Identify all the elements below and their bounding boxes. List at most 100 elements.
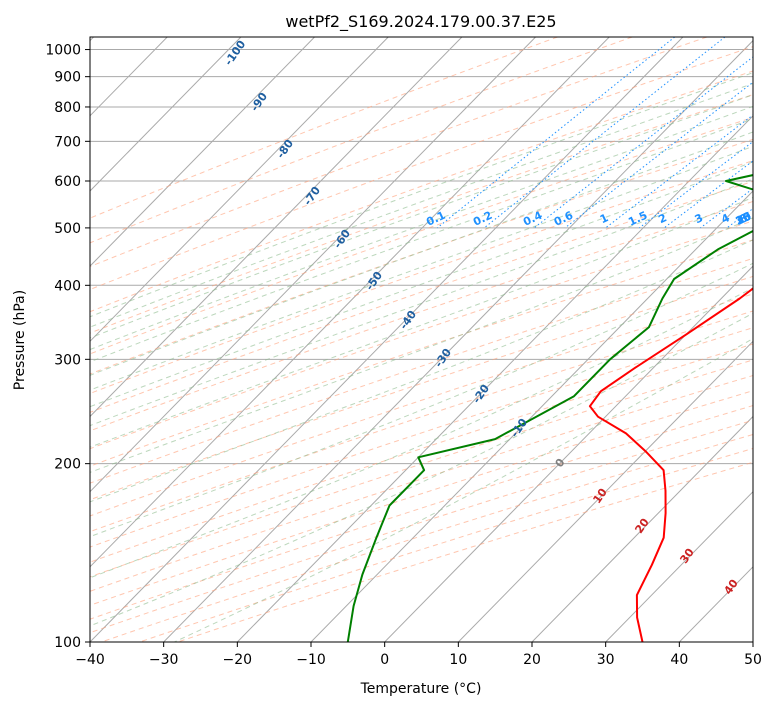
x-tick-label: −20	[223, 652, 253, 668]
series-lines	[346, 174, 753, 642]
moist-adiabat-line	[90, 82, 753, 328]
y-tick-label: 300	[54, 352, 81, 368]
y-tick-label: 600	[54, 174, 81, 190]
mixing-ratio-line	[437, 37, 676, 229]
mixing-ratio-label: 10	[734, 209, 754, 227]
temperature-reference-label: -90	[248, 90, 270, 114]
temperature-reference-label: -80	[274, 137, 296, 161]
mixing-ratio-line	[663, 160, 753, 229]
isotherm-line	[531, 415, 753, 642]
mixing-ratio-label: 2	[656, 211, 668, 226]
x-tick-label: 0	[380, 652, 389, 668]
temperature-reference-label: -40	[397, 308, 419, 332]
isotherm-line	[752, 641, 753, 642]
isotherm-line	[90, 37, 536, 493]
x-tick-label: 30	[597, 652, 615, 668]
temperature-reference-label: -50	[363, 269, 385, 293]
dry-adiabat-line	[90, 257, 753, 484]
dry-adiabat-line	[90, 200, 753, 432]
mixing-ratio-line	[483, 37, 726, 229]
moist-adiabat-line	[90, 239, 753, 503]
moist-adiabat-line	[90, 287, 753, 579]
x-tick-label: 10	[449, 652, 467, 668]
mixing-ratio-line	[533, 56, 753, 229]
isotherm-line	[457, 340, 753, 642]
mixing-ratio-label: 0.4	[521, 209, 544, 229]
dry-adiabat-line	[90, 37, 708, 268]
y-tick-label: 200	[54, 457, 81, 473]
x-tick-label: −30	[149, 652, 179, 668]
y-tick-label: 1000	[45, 43, 81, 59]
dry-adiabat-line	[90, 293, 753, 517]
dry-adiabat-line	[90, 116, 753, 355]
mixing-ratio-line	[564, 81, 753, 229]
moist-adiabat-line	[90, 72, 753, 318]
mixing-ratio-label: 30	[734, 209, 754, 227]
dry-adiabat-line	[90, 180, 753, 413]
x-tick-label: 20	[523, 652, 541, 668]
y-tick-label: 700	[54, 134, 81, 150]
temperature-reference-label: -60	[331, 227, 353, 251]
mixing-ratio-line	[605, 114, 753, 229]
mixing-ratio-label: 25	[734, 210, 753, 228]
moist-adiabat-line	[90, 118, 753, 363]
mixing-ratio-line	[639, 140, 753, 229]
chart-title: wetPf2_S169.2024.179.00.37.E25	[285, 12, 556, 32]
dry-adiabat-line	[90, 359, 753, 578]
moist-adiabat-line	[90, 145, 753, 391]
y-tick-label: 100	[54, 635, 81, 651]
mixing-ratio-label: 36	[734, 209, 754, 227]
mixing-ratio-label: 0.1	[424, 209, 447, 229]
isotherm-line	[384, 265, 753, 642]
moist-adiabat-line	[90, 217, 753, 473]
y-tick-label: 900	[54, 70, 81, 86]
lower-reference-label: 10	[590, 486, 610, 506]
x-axis: −40 −30 −20 −10 0 10 20 30 40 50	[75, 642, 762, 668]
moist-adiabat-line	[90, 312, 753, 627]
lower-reference-label: 30	[677, 546, 697, 566]
mixing-ratio-line	[700, 187, 753, 229]
dry-adiabat-line	[90, 343, 753, 563]
isotherm-line	[163, 39, 753, 642]
moist-adiabat-line	[90, 131, 753, 376]
dewpoint-profile-line	[346, 174, 753, 642]
y-tick-label: 500	[54, 221, 81, 237]
moist-adiabat-line	[90, 196, 753, 448]
mixing-ratio-label: 16	[734, 209, 754, 227]
dry-adiabat-line	[90, 390, 753, 606]
moist-adiabat-line	[90, 161, 753, 408]
mixing-ratio-label: 13	[734, 210, 753, 228]
dry-adiabat-line	[101, 433, 753, 642]
dry-adiabat-line	[90, 94, 753, 334]
x-tick-label: −10	[296, 652, 326, 668]
moist-adiabat-line	[90, 105, 753, 351]
dry-adiabat-line	[90, 37, 558, 219]
moist-adiabat-line	[174, 338, 753, 642]
mixing-ratio-label: 1.5	[626, 209, 649, 229]
temperature-reference-label: -70	[301, 184, 323, 208]
isotherm-line	[236, 115, 753, 642]
mixing-ratio-label: 1	[598, 211, 610, 226]
isotherm-line	[90, 37, 242, 192]
mixing-ratio-label: 20	[734, 209, 754, 227]
y-axis-label: Pressure (hPa)	[12, 290, 28, 390]
isotherm-line	[605, 490, 753, 642]
y-tick-label: 800	[54, 100, 81, 116]
x-tick-label: 40	[670, 652, 688, 668]
lower-reference-label: 40	[721, 577, 741, 597]
mixing-ratio-label: 3	[693, 211, 705, 226]
x-tick-label: −40	[75, 652, 105, 668]
mixing-ratio-line	[766, 37, 775, 228]
reference-lines	[90, 37, 775, 642]
isotherm-line	[310, 190, 753, 642]
isotherm-line	[90, 37, 610, 568]
dry-adiabat-line	[90, 310, 753, 533]
x-tick-label: 50	[744, 652, 762, 668]
lower-reference-label: 20	[632, 516, 652, 536]
plot-frame	[89, 36, 754, 643]
temperature-profile-line	[588, 287, 753, 642]
x-axis-label: Temperature (°C)	[360, 681, 482, 697]
dry-adiabat-line	[90, 220, 753, 450]
isotherm-line	[90, 37, 684, 642]
